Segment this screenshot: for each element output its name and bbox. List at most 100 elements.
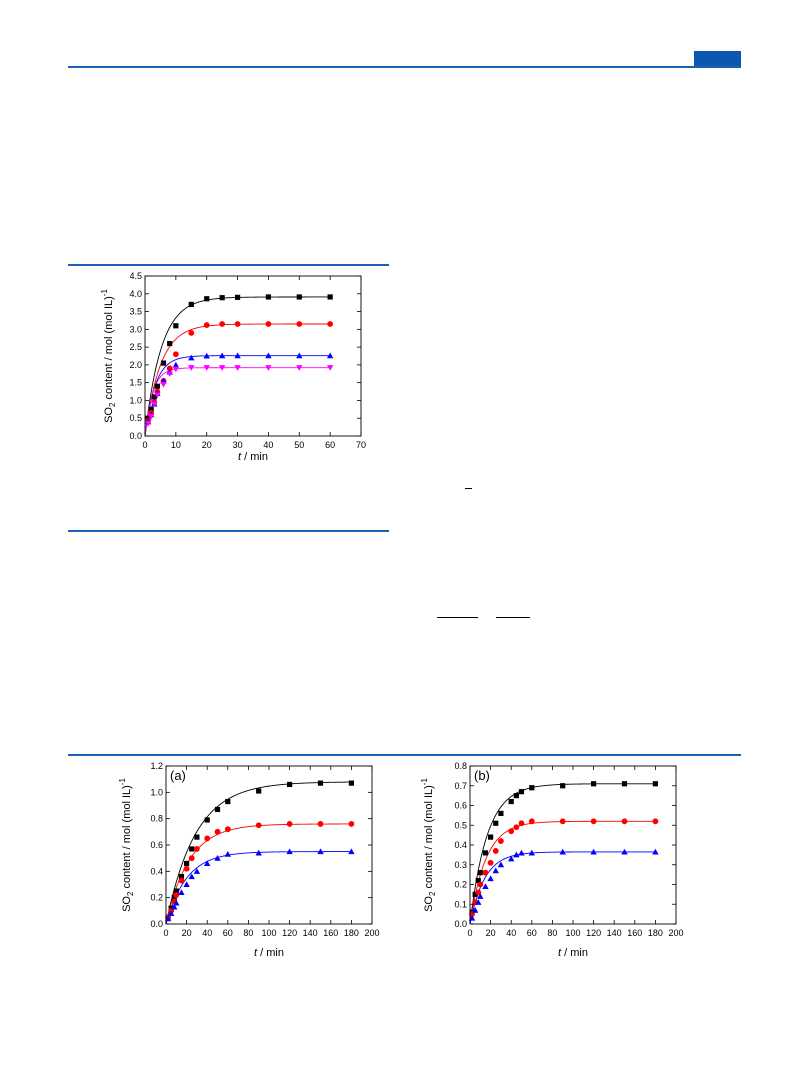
y-tick-label: 0.3 [454,860,467,870]
x-tick-label: 120 [586,928,601,938]
figure2-top-rule [68,754,741,756]
series-0-point [477,870,483,876]
x-tick-label: 0 [142,440,147,450]
series-0-point [482,850,489,856]
series-2-point [171,903,178,910]
series-3-point [151,401,158,408]
chart-panel-a: 0 20 40 60 80 100 120 140 160 180 200 0.0 0.2 0.4 0.6 0… [118,761,380,959]
panel-label: (a) [170,768,186,783]
series-2-point [183,881,190,888]
series-2-point [513,851,520,858]
series-2-point [214,854,221,861]
y-tick-label: 1.2 [150,761,163,771]
series-0-point [173,888,179,894]
series-2-point [471,906,479,913]
x-tick-label: 40 [506,928,516,938]
series-3-point [160,381,167,388]
plot-frame [165,765,373,925]
y-tick-label: 2.5 [129,342,142,352]
x-tick-label: 20 [182,928,192,938]
series-3-point [144,420,152,427]
series-3-point [265,365,272,371]
series-2-point [652,848,659,855]
series-3-point [154,392,161,399]
series-2-point [590,848,597,855]
series-0-point [171,895,177,901]
series-2-point [164,915,172,922]
series-1-point [477,881,484,888]
series-0-point [652,781,658,787]
series-2-point [326,352,334,359]
series-1-point [327,321,334,327]
y-tick-label: 0.1 [454,899,467,909]
series-2-point [497,861,505,868]
series-2-point [188,873,195,880]
series-0-point [219,295,225,301]
series-2-point [559,848,566,855]
series-0-point [265,294,272,300]
x-tick-label: 50 [294,440,304,450]
y-tick-label: 0.2 [454,880,467,890]
y-tick-label: 0.2 [150,893,163,903]
series-0-point [151,394,157,400]
x-tick-label: 120 [282,928,297,938]
series-0-point [621,781,628,787]
x-axis-label: t / min [238,451,268,463]
y-axis-label: SO2 content / mol (mol IL)-1 [420,778,437,912]
series-0-point [154,383,160,389]
series-0-point [160,360,167,366]
series-0-point [167,340,173,347]
series-1-fit-line [144,323,331,437]
series-1-point [513,824,520,831]
series-0-point [148,406,154,412]
series-0-point [189,846,195,852]
series-1-point [172,351,179,358]
series-1-point [178,877,185,884]
series-2-point [172,361,180,368]
y-tick-label: 0.8 [150,814,163,824]
series-2-point [475,899,482,905]
series-0-point [296,294,302,300]
series-1-point [204,835,211,842]
series-2-point [296,352,303,359]
y-tick-label: 0.4 [454,840,467,850]
series-2-fit-line [469,851,656,925]
series-1-point [621,818,628,825]
y-tick-label: 0.6 [454,801,467,811]
x-tick-label: 80 [243,928,253,938]
chart-so2-absorption-time: 0 10 20 30 40 50 60 70 0.0 0.5 1.0 1.5 2.0 2.5 3.0 3.5 4… [100,271,366,463]
header-brand-tab [694,51,741,66]
y-tick-label: 0.8 [454,761,467,771]
x-tick-label: 180 [344,928,359,938]
y-tick-label: 3.0 [129,324,142,334]
x-tick-label: 0 [467,928,472,938]
y-tick-label: 0.0 [454,919,467,929]
series-1-point [203,322,210,328]
series-0-point [327,294,333,300]
series-2-point [178,889,185,895]
series-2-point [468,914,476,921]
y-tick-label: 1.0 [129,395,142,405]
y-tick-label: 0.4 [150,866,163,876]
series-1-point [348,821,355,827]
fraction-bar-left [437,617,478,618]
series-1-point [482,869,489,876]
y-tick-label: 0.5 [129,413,142,423]
series-1-point [166,365,173,372]
series-0-point [204,817,210,823]
x-tick-label: 180 [648,928,663,938]
series-2-point [487,875,494,882]
series-0-point [204,296,210,302]
x-tick-label: 60 [527,928,537,938]
series-1-point [183,865,190,872]
series-1-point [475,889,482,896]
x-tick-label: 30 [233,440,243,450]
x-tick-label: 140 [303,928,318,938]
series-2-point [218,352,226,359]
x-tick-label: 160 [627,928,642,938]
x-tick-label: 200 [364,928,379,938]
series-2-point [518,849,525,856]
series-2-point [203,352,210,359]
series-0-point [225,798,231,805]
series-0-point [498,810,504,816]
